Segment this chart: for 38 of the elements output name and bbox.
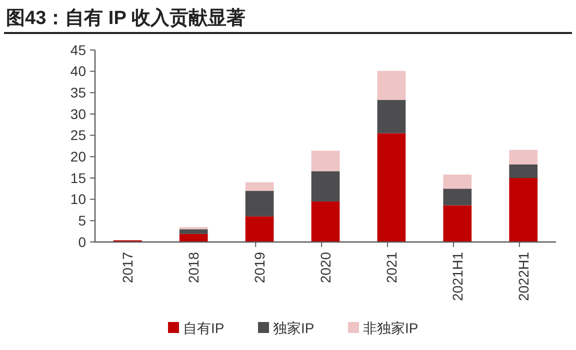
bar [377,70,406,100]
x-tick-label: 2018 [185,252,202,284]
x-tick-label: 2020 [317,252,334,284]
x-tick-label: 2019 [251,252,268,284]
y-tick-label: 15 [70,170,86,186]
x-tick-label: 2022H1 [515,252,532,302]
chart-title: 图43：自有 IP 收入贡献显著 [6,7,246,29]
bar [245,216,274,242]
bar [311,201,340,242]
legend-label: 自有IP [183,320,224,336]
x-tick-label: 2021H1 [449,252,466,302]
y-tick-label: 35 [70,84,86,101]
bar [377,100,406,134]
y-tick-label: 0 [78,234,86,250]
legend-label: 非独家IP [363,320,418,336]
y-tick-label: 25 [70,127,86,144]
bar [509,178,538,242]
bar [311,171,340,202]
bar [443,174,472,189]
y-tick-label: 30 [70,106,86,122]
bar [377,133,406,242]
x-tick-label: 2017 [120,252,136,284]
bar [509,164,538,178]
y-tick-label: 45 [70,42,86,58]
bar [443,188,472,206]
y-tick-label: 5 [78,212,86,229]
legend-label: 独家IP [273,320,314,336]
y-tick-label: 40 [70,63,86,80]
y-tick-label: 20 [70,148,86,165]
bar [245,182,274,191]
bar [179,234,208,242]
bar [311,150,340,172]
bar [443,205,472,242]
bar [245,190,274,216]
bar [509,150,538,164]
bar [179,229,208,234]
y-tick-label: 10 [70,191,86,208]
x-tick-label: 2021 [383,252,400,284]
